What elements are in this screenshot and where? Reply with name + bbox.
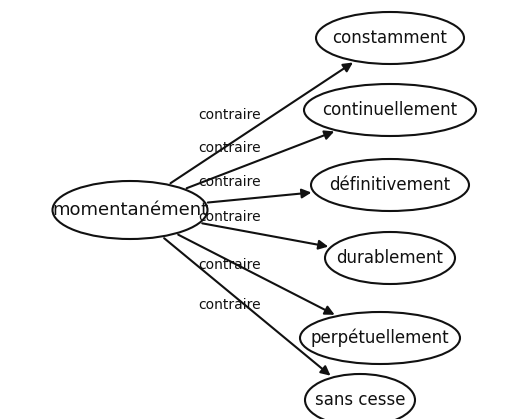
Text: sans cesse: sans cesse — [315, 391, 405, 409]
Text: perpétuellement: perpétuellement — [311, 329, 449, 347]
Ellipse shape — [305, 374, 415, 419]
Text: contraire: contraire — [198, 175, 261, 189]
Text: continuellement: continuellement — [322, 101, 458, 119]
Ellipse shape — [325, 232, 455, 284]
Text: contraire: contraire — [198, 298, 261, 312]
Ellipse shape — [311, 159, 469, 211]
Text: contraire: contraire — [198, 141, 261, 155]
Text: durablement: durablement — [337, 249, 444, 267]
Ellipse shape — [300, 312, 460, 364]
Text: contraire: contraire — [198, 210, 261, 224]
Text: définitivement: définitivement — [330, 176, 450, 194]
Text: contraire: contraire — [198, 258, 261, 272]
Ellipse shape — [52, 181, 207, 239]
Ellipse shape — [316, 12, 464, 64]
Text: constamment: constamment — [332, 29, 447, 47]
Text: momentanément: momentanément — [52, 201, 208, 219]
Ellipse shape — [304, 84, 476, 136]
Text: contraire: contraire — [198, 108, 261, 122]
